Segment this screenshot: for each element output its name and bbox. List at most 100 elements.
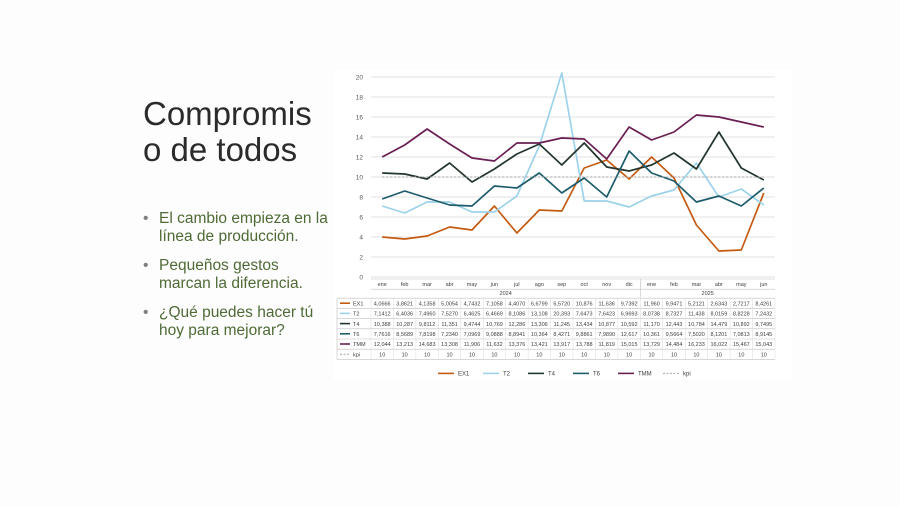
legend-label: T2 xyxy=(503,372,511,378)
x-tick-label: may xyxy=(467,282,478,288)
table-cell: 15,043 xyxy=(755,342,772,348)
table-cell: 9,0888 xyxy=(486,332,503,338)
table-cell: 6,9693 xyxy=(621,312,638,318)
table-cell: 9,7392 xyxy=(621,301,638,307)
x-tick-label: feb xyxy=(401,282,409,288)
table-cell: 7,2340 xyxy=(441,332,458,338)
table-cell: 10 xyxy=(446,352,452,358)
table-series-name: TMM xyxy=(353,342,366,348)
table-cell: 9,9471 xyxy=(666,301,683,307)
table-cell: 10 xyxy=(424,352,430,358)
legend-label: T4 xyxy=(548,372,556,378)
legend-label: kpi xyxy=(683,372,691,378)
table-cell: 13,213 xyxy=(396,342,413,348)
x-tick-label: ene xyxy=(378,282,387,288)
table-cell: 10,364 xyxy=(531,332,548,338)
table-cell: 10,769 xyxy=(486,322,503,328)
bullet-item: • El cambio empieza en la línea de produc… xyxy=(143,210,328,246)
table-cell: 6,4669 xyxy=(486,312,503,318)
x-tick-label: jun xyxy=(490,282,498,288)
legend-label: TMM xyxy=(638,372,652,378)
table-cell: 9,5664 xyxy=(666,332,683,338)
table-cell: 10 xyxy=(469,352,475,358)
table-series-name: T6 xyxy=(353,332,359,338)
table-cell: 11,636 xyxy=(598,301,614,307)
bullet-item: • Pequeños gestos marcan la diferencia. xyxy=(143,257,328,293)
x-tick-label: may xyxy=(736,282,747,288)
x-tick-label: ene xyxy=(647,282,656,288)
table-cell: 3,8621 xyxy=(396,301,413,307)
table-cell: 10 xyxy=(559,352,565,358)
table-cell: 10,388 xyxy=(374,322,391,328)
table-cell: 10,784 xyxy=(688,322,705,328)
table-cell: 10 xyxy=(626,352,632,358)
series-line-t2 xyxy=(381,72,765,214)
bullet-text: ¿Qué puedes hacer tú hoy para mejorar? xyxy=(159,304,314,339)
y-tick-label: 8 xyxy=(359,195,363,202)
table-cell: 7,7616 xyxy=(374,332,391,338)
table-cell: 10 xyxy=(604,352,610,358)
table-cell: 7,5020 xyxy=(688,332,705,338)
x-tick-label: feb xyxy=(670,282,678,288)
table-cell: 4,7432 xyxy=(464,301,481,307)
table-cell: 12,443 xyxy=(666,322,683,328)
table-series-name: kpi xyxy=(353,352,360,358)
table-cell: 8,9145 xyxy=(755,332,772,338)
bullet-dot-icon: • xyxy=(143,304,149,321)
table-cell: 6,4036 xyxy=(396,312,413,318)
table-cell: 6,5720 xyxy=(553,301,570,307)
table-cell: 10,877 xyxy=(598,322,615,328)
table-cell: 8,0738 xyxy=(643,312,660,318)
table-cell: 10 xyxy=(536,352,542,358)
table-cell: 10,892 xyxy=(733,322,750,328)
y-tick-label: 0 xyxy=(359,275,363,282)
table-cell: 11,245 xyxy=(554,322,570,328)
table-cell: 10 xyxy=(648,352,654,358)
x-tick-label: jul xyxy=(513,282,520,288)
table-cell: 7,6473 xyxy=(576,312,593,318)
table-cell: 7,5270 xyxy=(441,312,458,318)
y-tick-label: 16 xyxy=(356,115,364,122)
table-cell: 6,6799 xyxy=(531,301,548,307)
bullet-dot-icon: • xyxy=(143,210,149,227)
x-tick-label: sep xyxy=(557,282,566,288)
table-cell: 11,438 xyxy=(688,312,704,318)
y-tick-label: 2 xyxy=(359,255,363,262)
table-cell: 4,0666 xyxy=(374,301,391,307)
table-cell: 11,906 xyxy=(464,342,480,348)
table-cell: 9,8112 xyxy=(419,322,435,328)
table-cell: 12,617 xyxy=(621,332,638,338)
table-cell: 7,8198 xyxy=(419,332,436,338)
x-tick-label: jun xyxy=(759,282,767,288)
table-cell: 14,484 xyxy=(666,342,683,348)
table-series-name: T2 xyxy=(353,312,359,318)
bullet-text: El cambio empieza en la línea de producc… xyxy=(159,210,328,245)
table-cell: 13,376 xyxy=(508,342,525,348)
table-cell: 2,7217 xyxy=(733,301,750,307)
table-cell: 8,1201 xyxy=(710,332,727,338)
legend-label: EX1 xyxy=(458,372,470,378)
series-line-t4 xyxy=(382,131,765,183)
table-cell: 15,015 xyxy=(621,342,638,348)
y-tick-label: 10 xyxy=(356,175,364,182)
y-tick-label: 20 xyxy=(356,75,364,82)
table-cell: 7,9890 xyxy=(598,332,615,338)
table-cell: 5,0054 xyxy=(441,301,458,307)
y-tick-label: 12 xyxy=(356,155,364,162)
series-line-ex1 xyxy=(382,156,765,252)
table-cell: 8,1086 xyxy=(508,312,525,318)
table-cell: 4,1358 xyxy=(419,301,436,307)
table-cell: 6,4625 xyxy=(464,312,481,318)
table-cell: 10 xyxy=(402,352,408,358)
y-tick-label: 18 xyxy=(356,95,364,102)
x-tick-label: oct xyxy=(581,282,589,288)
table-cell: 10,592 xyxy=(621,322,638,328)
line-chart: 0 2 4 6 8 10 12 14 16 18 20 ene feb mar abr may jun jul ag… xyxy=(336,72,776,378)
table-cell: 7,2432 xyxy=(755,312,772,318)
x-tick-label: abr xyxy=(715,282,723,288)
bullet-text: Pequeños gestos marcan la diferencia. xyxy=(159,257,303,292)
table-cell: 11,632 xyxy=(486,342,502,348)
table-cell: 12,286 xyxy=(508,322,525,328)
bullet-dot-icon: • xyxy=(143,257,149,274)
